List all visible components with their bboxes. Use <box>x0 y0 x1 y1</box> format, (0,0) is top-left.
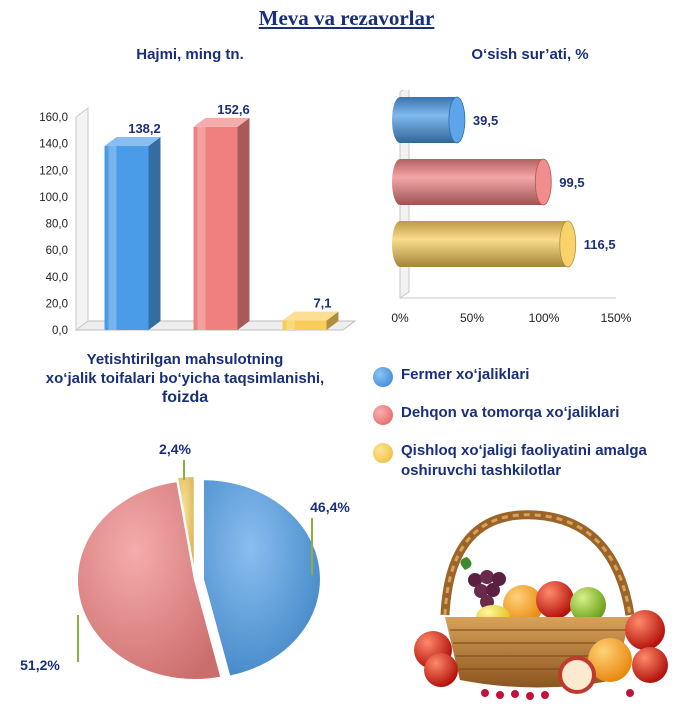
distribution-pie-chart: 46,4% 51,2% 2,4% <box>20 441 350 681</box>
bar-side <box>148 137 161 330</box>
data-label: 99,5 <box>559 175 584 190</box>
legend-item-tashkilotlar: Qishloq xo‘jaligi faoliyatini amalga osh… <box>373 441 683 481</box>
cylinder-end <box>559 220 577 268</box>
basket-handle <box>440 510 635 616</box>
pie-slice <box>201 478 322 678</box>
legend-item-dehqon: Dehqon va tomorqa xo‘jaliklari <box>373 403 683 425</box>
grapes-icon <box>460 557 506 609</box>
cylinder-bar <box>392 221 576 267</box>
y-tick-label: 40,0 <box>46 272 68 284</box>
cylinder-end <box>448 96 466 144</box>
y-tick-label: 100,0 <box>39 192 68 204</box>
data-label: 138,2 <box>128 121 161 136</box>
x-tick-label: 150% <box>601 311 632 325</box>
bar-chart-title: Hajmi, ming tn. <box>136 46 244 63</box>
apple-icon <box>536 581 574 619</box>
bar-side <box>326 311 339 330</box>
volume-bar-chart: 0,0 20,0 40,0 60,0 80,0 100,0 120,0 140,0 160,0 1… <box>39 102 357 337</box>
apple-icon <box>632 647 668 683</box>
y-tick-label: 120,0 <box>39 165 68 177</box>
bar <box>104 146 149 330</box>
bar-highlight <box>286 320 295 330</box>
bar-side <box>237 117 250 330</box>
legend-label: Qishloq xo‘jaligi faoliyatini amalga osh… <box>401 442 647 479</box>
orange-icon <box>503 585 543 625</box>
data-label: 7,1 <box>313 296 331 311</box>
bar-top <box>104 137 161 147</box>
legend-label: Dehqon va tomorqa xo‘jaliklari <box>401 404 620 421</box>
cylinder-bar <box>392 159 552 205</box>
pie-slice <box>76 480 223 681</box>
legend-item-fermer: Fermer xo‘jaliklari <box>373 365 683 387</box>
growth-chart-title: O‘sish sur’ati, % <box>471 46 589 63</box>
data-label: 116,5 <box>584 237 616 252</box>
bar-highlight <box>108 146 117 330</box>
apple-slice-icon <box>558 656 596 694</box>
data-label: 152,6 <box>217 102 250 117</box>
page-title: Meva va rezavorlar <box>258 6 435 30</box>
pie-slice <box>175 475 196 577</box>
pie-chart-title: Yetishtirilgan mahsulotning xo‘jalik toi… <box>20 350 350 407</box>
y-tick-label: 20,0 <box>46 298 68 310</box>
berries-icon <box>481 689 634 700</box>
apple-icon <box>424 653 458 687</box>
cylinder-end <box>534 158 552 206</box>
y-tick-label: 140,0 <box>39 139 68 151</box>
legend-swatch-red <box>373 405 393 425</box>
pie-title-line-2: xo‘jalik toifalari bo‘yicha taqsimlanish… <box>45 370 325 387</box>
growth-bar-chart: 0% 50% 100% 150% 39,5 99,5 116,5 <box>391 90 632 325</box>
cylinder-bar <box>392 97 465 143</box>
x-tick-label: 100% <box>529 311 560 325</box>
orange-icon <box>588 638 632 682</box>
legend-label: Fermer xo‘jaliklari <box>401 366 530 383</box>
legend-swatch-yellow <box>373 443 393 463</box>
y-tick-label: 160,0 <box>39 112 68 124</box>
bar-top <box>282 311 339 321</box>
chart-side-wall <box>75 107 89 331</box>
fruit-basket-illustration <box>414 510 668 700</box>
y-tick-label: 80,0 <box>46 219 68 231</box>
green-apple-icon <box>570 587 606 623</box>
bar <box>282 320 327 330</box>
legend-swatch-blue <box>373 367 393 387</box>
data-label: 46,4% <box>310 499 350 515</box>
pie-title-line-1: Yetishtirilgan mahsulotning <box>86 351 284 368</box>
x-tick-label: 50% <box>460 311 484 325</box>
bar-top <box>193 117 250 127</box>
y-tick-label: 0,0 <box>52 325 68 337</box>
apple-icon <box>625 610 665 650</box>
bar-highlight <box>197 126 206 330</box>
data-label: 39,5 <box>473 113 498 128</box>
data-label: 2,4% <box>159 441 191 457</box>
bar <box>193 126 238 330</box>
pie-title-line-3: foizda <box>161 389 209 406</box>
x-tick-label: 0% <box>391 311 409 325</box>
y-tick-label: 60,0 <box>46 245 68 257</box>
data-label: 51,2% <box>20 657 60 673</box>
legend: Fermer xo‘jaliklari Dehqon va tomorqa xo… <box>373 365 683 497</box>
